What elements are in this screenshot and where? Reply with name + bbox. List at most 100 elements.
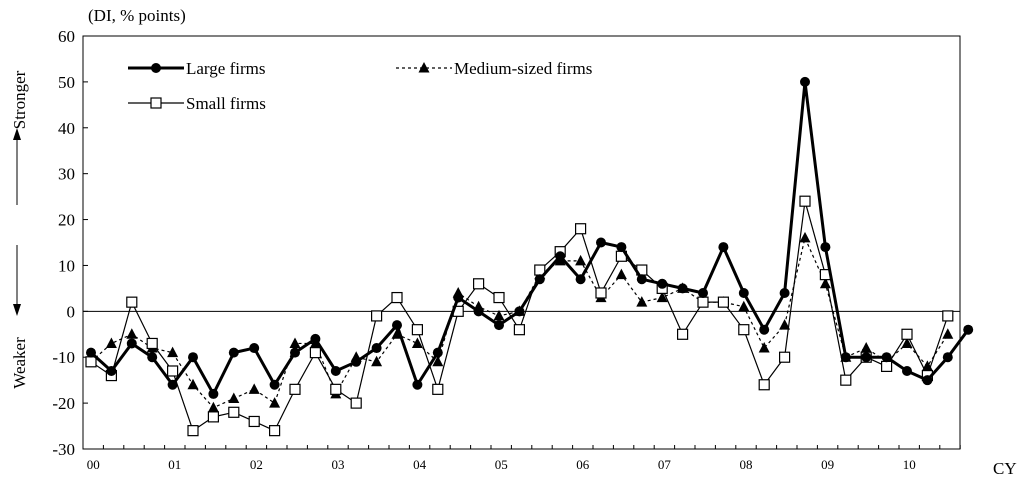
x-tick-label: 06 bbox=[576, 457, 590, 472]
series-triangle bbox=[85, 231, 954, 413]
x-tick-label: 04 bbox=[413, 457, 427, 472]
y-tick-label: 30 bbox=[58, 165, 75, 184]
data-point bbox=[759, 324, 770, 335]
data-point bbox=[330, 365, 341, 376]
data-point bbox=[473, 278, 485, 290]
data-point bbox=[330, 383, 342, 395]
data-point bbox=[513, 324, 526, 336]
data-point bbox=[902, 365, 912, 376]
data-point bbox=[432, 383, 444, 395]
data-point bbox=[453, 292, 464, 303]
data-point bbox=[392, 320, 402, 331]
y-tick-label: 20 bbox=[58, 211, 75, 230]
data-point bbox=[290, 347, 300, 358]
data-point bbox=[187, 378, 199, 390]
data-point bbox=[861, 352, 872, 363]
data-point bbox=[371, 310, 383, 322]
data-point bbox=[595, 287, 607, 299]
data-point bbox=[86, 347, 96, 358]
data-point bbox=[228, 406, 240, 418]
data-point bbox=[432, 355, 444, 367]
data-point bbox=[636, 296, 648, 307]
up-arrow-icon bbox=[13, 128, 21, 140]
data-point bbox=[616, 242, 627, 253]
data-point bbox=[432, 347, 443, 358]
data-point bbox=[963, 324, 974, 335]
data-point bbox=[942, 328, 954, 339]
data-point bbox=[371, 343, 382, 354]
data-point bbox=[657, 278, 668, 289]
stronger-label: Stronger bbox=[10, 70, 29, 129]
data-point bbox=[698, 287, 708, 298]
data-point bbox=[820, 242, 831, 253]
y-tick-label: 40 bbox=[58, 119, 75, 138]
y-tick-label: 0 bbox=[67, 302, 76, 321]
legend-marker bbox=[418, 62, 430, 73]
data-point bbox=[881, 352, 892, 363]
data-point bbox=[676, 328, 689, 340]
data-point bbox=[758, 342, 770, 353]
y-tick-label: 60 bbox=[58, 27, 75, 46]
unit-label: (DI, % points) bbox=[88, 6, 186, 25]
legend-label: Large firms bbox=[186, 59, 265, 78]
x-tick-label: 02 bbox=[250, 457, 263, 472]
data-point bbox=[146, 337, 158, 350]
data-point bbox=[615, 268, 627, 280]
data-point bbox=[188, 352, 198, 363]
data-point bbox=[248, 415, 260, 428]
data-point bbox=[574, 223, 587, 235]
data-point bbox=[371, 355, 383, 367]
data-point bbox=[717, 296, 730, 308]
data-point bbox=[942, 310, 954, 322]
data-point bbox=[269, 379, 280, 390]
data-point bbox=[208, 388, 219, 399]
data-point bbox=[840, 352, 851, 363]
data-point bbox=[901, 337, 913, 348]
data-point bbox=[494, 320, 504, 331]
x-tick-label: 09 bbox=[821, 457, 834, 472]
data-point bbox=[880, 360, 893, 372]
data-point bbox=[493, 309, 505, 321]
data-point bbox=[778, 351, 791, 363]
x-tick-label: 01 bbox=[168, 457, 181, 472]
x-tick-label: 00 bbox=[87, 457, 100, 472]
data-point bbox=[738, 300, 750, 312]
data-point bbox=[289, 383, 301, 395]
data-point bbox=[147, 352, 158, 363]
data-point bbox=[840, 374, 852, 386]
legend-marker bbox=[150, 97, 162, 109]
data-point bbox=[106, 365, 117, 376]
data-point bbox=[411, 324, 423, 336]
legend-label: Small firms bbox=[186, 94, 266, 113]
x-tick-label: 07 bbox=[658, 457, 672, 472]
data-point bbox=[391, 291, 403, 304]
data-point bbox=[351, 356, 362, 367]
data-point bbox=[799, 195, 811, 207]
series-layer bbox=[85, 76, 974, 437]
data-point bbox=[228, 347, 239, 358]
data-point bbox=[126, 296, 138, 308]
data-point bbox=[656, 291, 668, 303]
y-tick-label: -30 bbox=[52, 440, 75, 459]
data-point bbox=[942, 352, 953, 363]
y-tick-label: -10 bbox=[52, 348, 75, 367]
data-point bbox=[126, 328, 138, 339]
data-point bbox=[636, 274, 647, 285]
y-tick-label: 10 bbox=[58, 256, 75, 275]
data-point bbox=[289, 337, 301, 348]
x-axis-label: CY bbox=[993, 459, 1017, 478]
data-point bbox=[105, 337, 117, 348]
data-point bbox=[187, 425, 199, 437]
data-point bbox=[555, 251, 566, 262]
data-point bbox=[493, 291, 505, 304]
series-square bbox=[85, 195, 954, 437]
data-point bbox=[269, 425, 281, 437]
legend-label: Medium-sized firms bbox=[454, 59, 592, 78]
y-tick-label: 50 bbox=[58, 73, 75, 92]
data-point bbox=[718, 242, 729, 253]
down-arrow-icon bbox=[13, 304, 21, 316]
x-tick-label: 05 bbox=[495, 457, 508, 472]
data-point bbox=[350, 397, 362, 409]
data-point bbox=[207, 401, 219, 413]
